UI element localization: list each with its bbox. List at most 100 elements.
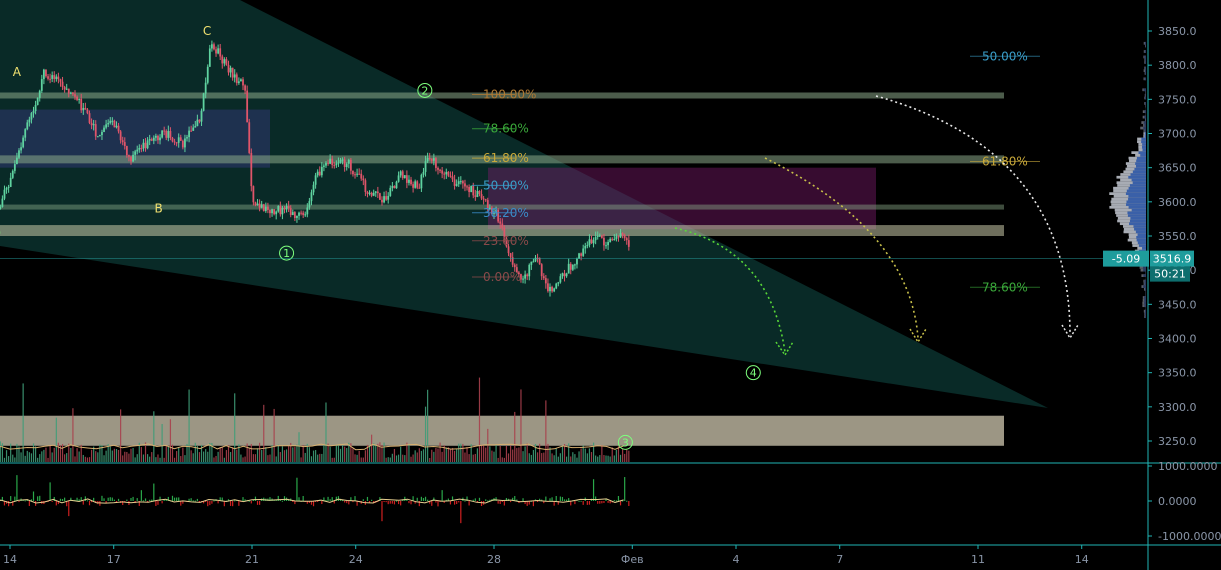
- volume-bar: [393, 448, 396, 462]
- candle-body: [468, 186, 471, 193]
- candle-body: [190, 130, 193, 132]
- candle-body: [607, 242, 609, 246]
- oscillator-bar: [522, 498, 524, 501]
- volume-bar: [254, 454, 257, 462]
- volume-bar: [611, 447, 613, 462]
- candle-body: [457, 181, 460, 185]
- candle-body: [84, 107, 87, 110]
- oscillator-bar: [362, 499, 364, 501]
- candle-body: [208, 48, 211, 67]
- candle-body: [582, 248, 585, 256]
- candle-body: [360, 173, 363, 179]
- candle-body: [594, 236, 597, 241]
- volume-bar: [570, 456, 572, 462]
- volume-bar: [130, 448, 132, 462]
- volume-bar: [134, 457, 136, 462]
- x-tick-label: 28: [487, 553, 501, 566]
- candle-body: [94, 124, 97, 137]
- candle-body: [262, 204, 265, 212]
- candle-body: [379, 193, 381, 200]
- volume-bar: [86, 457, 89, 462]
- volume-bar: [422, 449, 425, 462]
- volume-bar: [248, 448, 250, 462]
- profile-bar-inner: [1144, 301, 1146, 305]
- volume-bar: [389, 457, 391, 462]
- volume-bar: [20, 452, 22, 462]
- oscillator-bar: [51, 501, 53, 502]
- profile-bar-inner: [1145, 61, 1146, 64]
- oscillator-bar: [613, 499, 615, 501]
- oscillator-bar: [563, 499, 566, 501]
- y-tick-label: 3450.0: [1158, 298, 1197, 311]
- candle-body: [196, 119, 199, 127]
- candle-body: [128, 155, 130, 157]
- volume-bar: [520, 389, 522, 462]
- volume-bar: [518, 447, 520, 462]
- volume-bar: [269, 454, 271, 462]
- profile-bar: [1142, 304, 1146, 308]
- volume-bar: [501, 457, 503, 462]
- volume-bar: [194, 442, 196, 462]
- volume-bar: [584, 448, 586, 462]
- oscillator-bar: [582, 501, 584, 505]
- wave-circle: [745, 365, 761, 381]
- oscillator-bar: [456, 501, 458, 505]
- volume-bar: [167, 446, 169, 462]
- volume-bar: [615, 449, 617, 462]
- oscillator-bar: [124, 501, 126, 503]
- oscillator-bar: [298, 497, 300, 501]
- profile-bar-inner: [1144, 69, 1146, 72]
- candle-body: [401, 171, 404, 179]
- candle-body: [61, 81, 64, 87]
- oscillator-bar: [142, 500, 145, 502]
- volume-bar: [173, 457, 176, 462]
- profile-bar-inner: [1144, 41, 1146, 45]
- oscillator-bar: [329, 499, 331, 501]
- oscillator-bar: [232, 501, 234, 507]
- fib-label: 0.00%: [483, 270, 521, 284]
- oscillator-bar: [354, 496, 356, 501]
- volume-bar: [335, 444, 337, 462]
- profile-bar-inner: [1144, 287, 1146, 291]
- volume-bar: [215, 455, 217, 462]
- volume-bar: [76, 448, 78, 462]
- volume-bar: [485, 447, 487, 462]
- candle-body: [291, 212, 294, 215]
- candle-body: [414, 181, 417, 188]
- candle-body: [435, 158, 437, 168]
- profile-bar: [1128, 233, 1146, 236]
- profile-bar-inner: [1144, 312, 1146, 316]
- candle-body: [250, 152, 253, 187]
- volume-bar: [493, 451, 495, 462]
- oscillator-bar: [111, 497, 113, 501]
- profile-bar-inner: [1136, 236, 1146, 239]
- volume-bar: [281, 446, 284, 462]
- volume-bar: [115, 449, 118, 462]
- candle-body: [69, 92, 72, 94]
- volume-bar: [416, 452, 418, 462]
- volume-bar: [572, 452, 574, 462]
- candle-body: [213, 44, 215, 50]
- volume-bar: [588, 448, 591, 462]
- volume-bar: [541, 453, 543, 462]
- candle-body: [279, 206, 282, 215]
- candle-body: [202, 93, 205, 111]
- volume-bar: [39, 454, 41, 462]
- oscillator-bar: [153, 483, 155, 501]
- candle-body: [578, 253, 580, 259]
- x-tick-label: Фев: [621, 553, 644, 566]
- volume-bar: [362, 457, 364, 462]
- oscillator-bar: [566, 499, 568, 501]
- candle-body: [584, 245, 587, 249]
- volume-bar: [516, 448, 518, 462]
- candle-body: [134, 151, 137, 155]
- volume-bar: [290, 442, 292, 462]
- volume-bar: [310, 456, 313, 462]
- oscillator-bar: [248, 500, 250, 502]
- candle-body: [7, 186, 10, 188]
- fib-label: 50.00%: [483, 178, 529, 192]
- candle-body: [142, 142, 145, 149]
- profile-bar-inner: [1131, 208, 1146, 212]
- volume-bar: [238, 444, 240, 462]
